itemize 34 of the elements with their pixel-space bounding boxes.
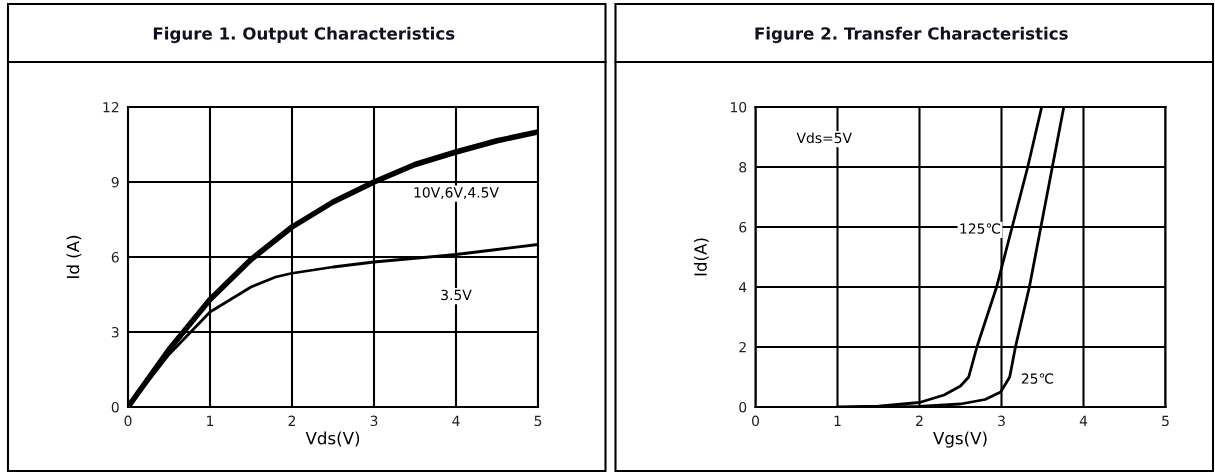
annotation: Vds=5V [796,132,852,144]
y-tick-label: 12 [103,101,119,113]
y-tick-label: 8 [739,161,747,173]
x-tick-label: 3 [998,415,1005,427]
x-tick-label: 5 [534,415,542,427]
y-tick-label: 9 [111,176,119,188]
y-tick-label: 6 [739,221,747,233]
y-tick-label: 3 [111,326,119,338]
y-axis-title: Id(A) [693,238,709,276]
series-label: 25℃ [1021,373,1054,384]
x-axis-title: Vgs(V) [933,431,987,448]
x-tick-label: 1 [834,415,841,426]
x-tick-label: 0 [752,415,759,427]
x-tick-label: 4 [452,415,460,426]
series-label: 125℃ [960,223,1001,234]
x-tick-label: 2 [288,415,296,426]
chart-title: Figure 1. Output Characteristics [153,26,455,44]
x-tick-label: 5 [1162,415,1169,427]
chart-title: Figure 2. Transfer Characteristics [755,26,1068,44]
y-tick-label: 0 [111,401,119,413]
text: 3.5V [441,289,472,301]
x-tick-label: 1 [207,415,214,426]
x-tick-label: 2 [916,415,923,426]
y-tick-label: 10 [731,101,747,113]
x-tick-label: 4 [1079,415,1088,426]
y-axis-title: Id (A) [66,235,82,278]
series-label: 10V,6V,4.5V [414,187,499,200]
y-tick-label: 0 [739,401,747,413]
y-tick-label: 2 [739,341,746,353]
x-axis-title: Vds(V) [305,431,360,447]
x-tick-label: 0 [124,415,132,427]
x-tick-label: 3 [370,415,378,427]
y-tick-label: 4 [739,282,747,293]
y-tick-label: 6 [111,251,119,263]
